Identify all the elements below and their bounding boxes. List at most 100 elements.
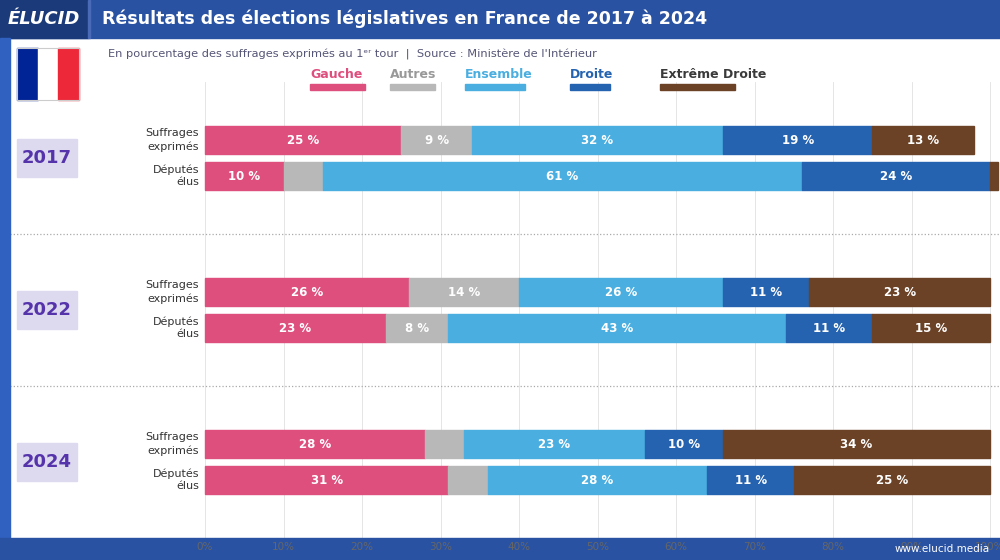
Bar <box>205 278 409 306</box>
Bar <box>465 84 525 90</box>
Text: Droite: Droite <box>570 68 613 81</box>
Text: 26 %: 26 % <box>291 286 323 298</box>
Bar <box>58 48 79 100</box>
Bar <box>488 466 707 494</box>
Text: 50%: 50% <box>586 542 609 552</box>
Text: 8 %: 8 % <box>405 321 429 334</box>
Bar <box>0 0 88 38</box>
Text: 2024: 2024 <box>22 453 72 471</box>
Bar <box>88 0 90 38</box>
Text: Suffrages
exprimés: Suffrages exprimés <box>146 432 199 455</box>
Text: 43 %: 43 % <box>601 321 633 334</box>
Bar <box>570 84 610 90</box>
Text: 30%: 30% <box>429 542 452 552</box>
Bar <box>386 314 448 342</box>
Text: 90%: 90% <box>900 542 923 552</box>
Bar <box>17 291 77 329</box>
Text: 11 %: 11 % <box>735 474 767 487</box>
Text: En pourcentage des suffrages exprimés au 1ᵉʳ tour  |  Source : Ministère de l'In: En pourcentage des suffrages exprimés au… <box>108 49 597 59</box>
Text: 40%: 40% <box>508 542 530 552</box>
Text: Résultats des élections législatives en France de 2017 à 2024: Résultats des élections législatives en … <box>102 10 707 28</box>
Text: 32 %: 32 % <box>581 133 614 147</box>
Text: Extrême Droite: Extrême Droite <box>660 68 766 81</box>
Text: 9 %: 9 % <box>425 133 449 147</box>
Text: Autres: Autres <box>390 68 436 81</box>
Bar <box>794 466 990 494</box>
Bar <box>872 314 990 342</box>
Bar <box>17 48 79 100</box>
Bar <box>17 443 77 481</box>
Text: 13 %: 13 % <box>907 133 939 147</box>
Text: Députés
élus: Députés élus <box>152 316 199 339</box>
Bar <box>425 430 464 458</box>
Text: 0%: 0% <box>197 542 213 552</box>
Text: Députés
élus: Députés élus <box>152 469 199 492</box>
Text: 11 %: 11 % <box>813 321 845 334</box>
Text: 34 %: 34 % <box>840 437 873 450</box>
Bar <box>0 0 1000 38</box>
Text: 24 %: 24 % <box>880 170 912 183</box>
Bar <box>723 278 809 306</box>
Text: 19 %: 19 % <box>782 133 814 147</box>
Bar <box>310 84 365 90</box>
Text: www.elucid.media: www.elucid.media <box>895 544 990 554</box>
Text: 23 %: 23 % <box>279 321 311 334</box>
Bar <box>401 126 472 154</box>
Bar <box>205 162 284 190</box>
Text: 10 %: 10 % <box>668 437 700 450</box>
Bar <box>786 314 872 342</box>
Bar <box>205 126 401 154</box>
Bar <box>448 314 786 342</box>
Bar <box>17 48 38 100</box>
Bar <box>205 430 425 458</box>
Text: Députés
élus: Députés élus <box>152 165 199 188</box>
Text: Suffrages
exprimés: Suffrages exprimés <box>146 281 199 304</box>
Bar <box>723 126 872 154</box>
Text: ÉLUCID: ÉLUCID <box>8 10 80 28</box>
Bar <box>464 430 645 458</box>
Text: Gauche: Gauche <box>310 68 362 81</box>
Bar <box>472 126 723 154</box>
Bar <box>990 162 998 190</box>
Text: 70%: 70% <box>743 542 766 552</box>
Text: 10 %: 10 % <box>228 170 260 183</box>
Bar <box>645 430 723 458</box>
Text: 28 %: 28 % <box>299 437 331 450</box>
Text: 80%: 80% <box>822 542 844 552</box>
Bar <box>205 314 386 342</box>
Bar <box>660 84 735 90</box>
Bar <box>872 126 974 154</box>
Bar <box>390 84 435 90</box>
Text: 11 %: 11 % <box>750 286 782 298</box>
Text: 15 %: 15 % <box>915 321 947 334</box>
Text: 10%: 10% <box>272 542 295 552</box>
Bar <box>0 538 1000 560</box>
Text: 14 %: 14 % <box>448 286 480 298</box>
Text: 2017: 2017 <box>22 149 72 167</box>
Text: 60%: 60% <box>664 542 688 552</box>
Text: 25 %: 25 % <box>287 133 319 147</box>
Text: 31 %: 31 % <box>311 474 343 487</box>
Text: Suffrages
exprimés: Suffrages exprimés <box>146 128 199 152</box>
Text: 20%: 20% <box>351 542 374 552</box>
Text: 23 %: 23 % <box>538 437 570 450</box>
Bar <box>802 162 990 190</box>
Text: 23 %: 23 % <box>884 286 916 298</box>
Bar <box>448 466 488 494</box>
Text: 100%: 100% <box>975 542 1000 552</box>
Bar <box>38 48 58 100</box>
Bar <box>723 430 990 458</box>
Bar <box>205 466 448 494</box>
Bar <box>809 278 990 306</box>
Bar <box>323 162 802 190</box>
Bar <box>284 162 323 190</box>
Text: 61 %: 61 % <box>546 170 578 183</box>
Text: 25 %: 25 % <box>876 474 908 487</box>
Text: 2022: 2022 <box>22 301 72 319</box>
Bar <box>0 38 10 560</box>
Bar <box>519 278 723 306</box>
Text: 28 %: 28 % <box>581 474 614 487</box>
Text: Ensemble: Ensemble <box>465 68 533 81</box>
Bar <box>17 139 77 177</box>
Bar <box>707 466 794 494</box>
